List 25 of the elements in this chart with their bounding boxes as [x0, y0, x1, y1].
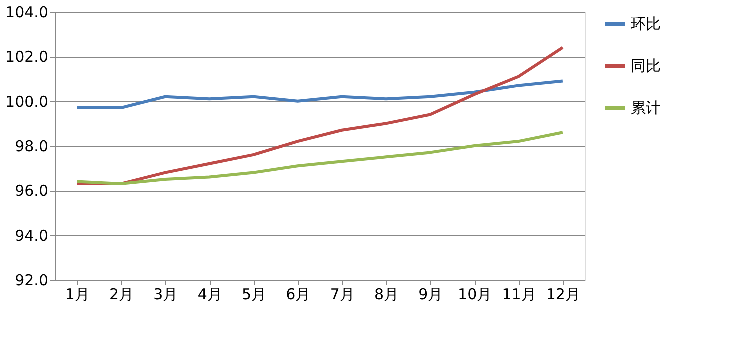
x-tick-label: 12月 [546, 286, 580, 304]
line-series [76, 131, 564, 186]
x-tick-label: 2月 [109, 286, 134, 304]
line-series [76, 80, 564, 110]
x-tick-label: 8月 [374, 286, 400, 304]
y-tick-label: 92.0 [15, 272, 48, 290]
x-tick-label: 4月 [198, 286, 222, 304]
y-tick-label: 94.0 [15, 226, 48, 245]
line-series [76, 46, 564, 186]
x-tick-label: 9月 [418, 286, 444, 304]
legend-label: 同比 [631, 57, 661, 75]
x-tick-label: 7月 [330, 286, 355, 304]
x-tick-label: 3月 [154, 286, 178, 304]
y-tick-label: 102.0 [6, 48, 48, 66]
x-tick-label: 1月 [65, 286, 90, 304]
y-tick-label: 100.0 [6, 92, 48, 111]
x-tick-label: 10月 [458, 286, 492, 304]
legend-label: 环比 [631, 15, 661, 33]
y-tick-label: 98.0 [15, 138, 48, 156]
x-tick-label: 11月 [502, 286, 536, 304]
y-tick-label: 104.0 [6, 4, 48, 22]
x-tick-label: 6月 [286, 286, 311, 304]
x-tick-label: 5月 [242, 286, 267, 304]
legend-label: 累计 [631, 99, 661, 117]
y-tick-label: 96.0 [15, 182, 48, 200]
